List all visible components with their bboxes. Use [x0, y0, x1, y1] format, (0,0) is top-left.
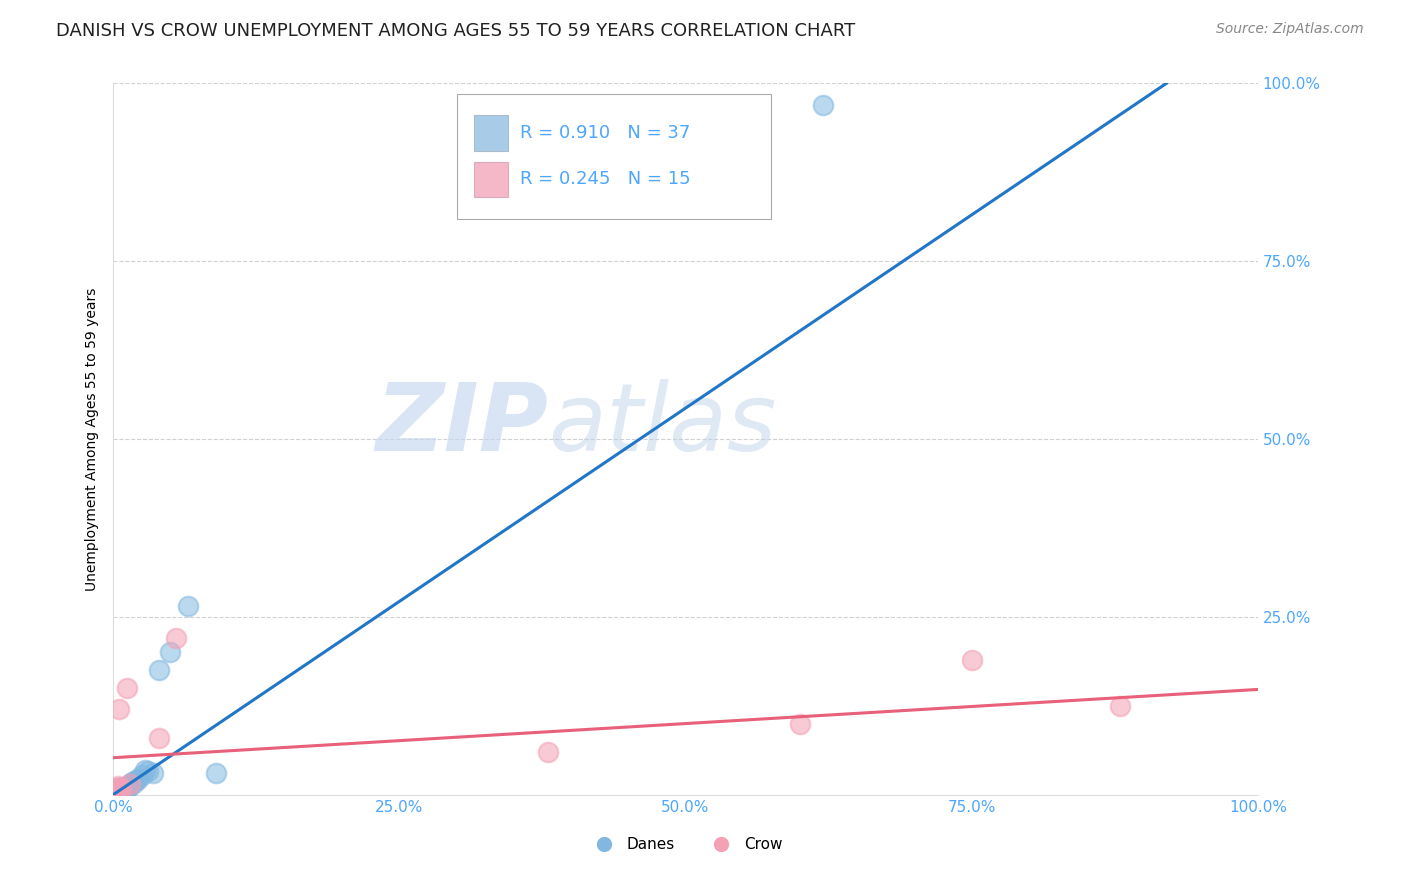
Point	[115, 681, 138, 695]
Point	[176, 599, 198, 614]
Bar	[474, 161, 508, 197]
Point	[105, 783, 128, 797]
Point	[104, 782, 127, 797]
Text: R = 0.910   N = 37: R = 0.910 N = 37	[520, 124, 690, 142]
Point	[118, 780, 141, 794]
Point	[108, 782, 131, 797]
Point	[110, 780, 132, 795]
Text: Source: ZipAtlas.com: Source: ZipAtlas.com	[1216, 22, 1364, 37]
Point	[103, 784, 125, 798]
Point	[104, 783, 127, 797]
Point	[105, 780, 128, 795]
Point	[114, 780, 136, 795]
Point	[120, 777, 142, 791]
Point	[111, 782, 134, 797]
Point	[114, 780, 136, 794]
Point	[114, 781, 136, 796]
Point	[136, 764, 159, 779]
Point	[104, 785, 127, 799]
Point	[111, 781, 134, 796]
Point	[110, 780, 132, 795]
Point	[142, 766, 165, 780]
Point	[112, 782, 135, 797]
Point	[107, 779, 129, 793]
Point	[148, 731, 170, 745]
Point	[125, 773, 148, 788]
Point	[205, 766, 228, 780]
Point	[127, 772, 149, 786]
Point	[108, 702, 131, 716]
Point	[789, 716, 811, 731]
Point	[108, 783, 131, 797]
Point	[103, 782, 125, 797]
Text: DANISH VS CROW UNEMPLOYMENT AMONG AGES 55 TO 59 YEARS CORRELATION CHART: DANISH VS CROW UNEMPLOYMENT AMONG AGES 5…	[56, 22, 855, 40]
Point	[107, 782, 129, 797]
Point	[108, 781, 131, 796]
Point	[117, 779, 139, 793]
Text: atlas: atlas	[548, 379, 776, 470]
Y-axis label: Unemployment Among Ages 55 to 59 years: Unemployment Among Ages 55 to 59 years	[86, 287, 100, 591]
Point	[159, 645, 181, 659]
Point	[960, 652, 983, 666]
Point	[108, 782, 131, 797]
Point	[110, 782, 132, 797]
Bar	[474, 115, 508, 151]
Point	[537, 745, 560, 759]
Point	[148, 663, 170, 677]
Point	[120, 777, 142, 791]
Text: ZIP: ZIP	[375, 379, 548, 471]
Point	[121, 775, 143, 789]
Point	[1109, 698, 1132, 713]
Point	[107, 784, 129, 798]
Point	[134, 763, 156, 777]
Text: R = 0.245   N = 15: R = 0.245 N = 15	[520, 170, 690, 188]
Point	[105, 785, 128, 799]
Legend: Danes, Crow: Danes, Crow	[582, 831, 789, 858]
Point	[105, 782, 128, 797]
FancyBboxPatch shape	[457, 95, 772, 219]
Point	[115, 781, 138, 796]
Point	[165, 631, 187, 645]
Point	[108, 785, 131, 799]
Point	[122, 776, 145, 790]
Point	[131, 768, 153, 782]
Point	[811, 97, 834, 112]
